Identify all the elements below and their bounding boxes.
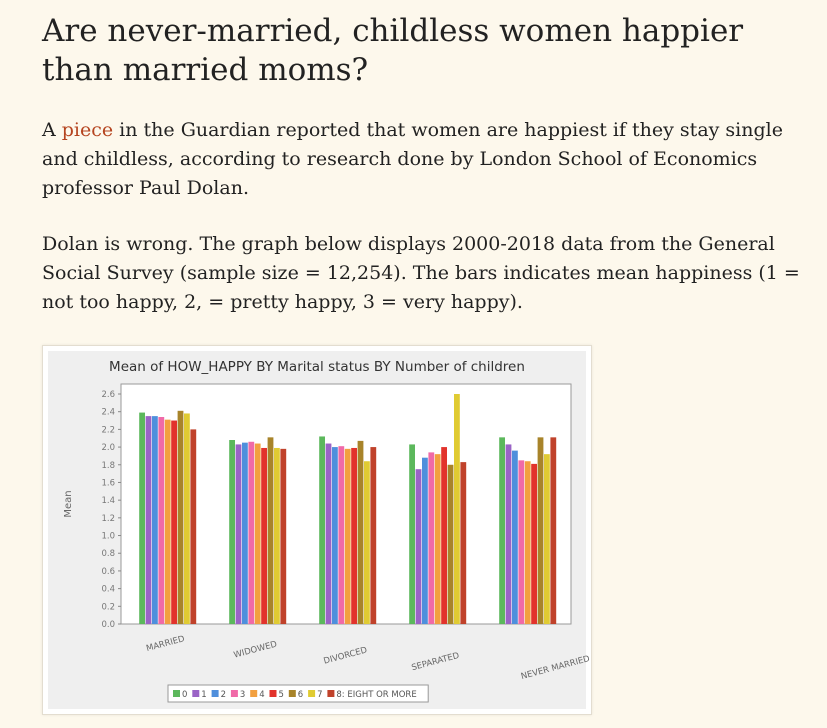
- bar: [544, 454, 550, 624]
- bar: [537, 437, 544, 624]
- bar: [184, 413, 190, 624]
- y-tick-label: 1.4: [101, 496, 115, 506]
- legend-swatch: [173, 690, 180, 697]
- y-tick-label: 0.2: [101, 602, 115, 612]
- analysis-paragraph: Dolan is wrong. The graph below displays…: [42, 233, 800, 313]
- legend-swatch: [230, 690, 238, 697]
- legend-label: 6: [298, 690, 303, 700]
- bar: [229, 440, 235, 624]
- bar: [415, 469, 422, 624]
- bar: [280, 448, 287, 624]
- bar: [274, 447, 280, 624]
- bar: [518, 460, 525, 624]
- chart-card: Mean of HOW_HAPPY BY Marital status BY N…: [42, 345, 592, 715]
- y-axis-label: Mean: [63, 490, 74, 517]
- legend-label: 4: [259, 690, 264, 700]
- intro-text-end: in the Guardian reported that women are …: [42, 119, 783, 199]
- bar: [524, 461, 531, 624]
- bar: [351, 447, 357, 624]
- legend-box: [167, 684, 429, 703]
- legend-swatch: [192, 690, 200, 697]
- bar: [422, 457, 428, 624]
- bar: [550, 437, 557, 624]
- chart-title: Mean of HOW_HAPPY BY Marital status BY N…: [109, 359, 525, 375]
- y-tick-label: 2.0: [101, 443, 115, 453]
- y-tick-label: 1.0: [101, 532, 115, 542]
- legend-label: 8: EIGHT OR MORE: [336, 690, 416, 700]
- bar: [177, 410, 184, 624]
- legend-swatch: [269, 690, 277, 697]
- y-tick-label: 2.4: [101, 408, 115, 418]
- y-tick-label: 0.8: [101, 549, 115, 559]
- bar: [242, 442, 248, 624]
- legend-swatch: [308, 690, 316, 697]
- legend-swatch: [327, 690, 335, 697]
- bar: [441, 447, 447, 624]
- y-tick-label: 2.2: [101, 425, 115, 435]
- page-title: Are never-married, childless women happi…: [42, 13, 744, 88]
- intro-paragraph: A piece in the Guardian reported that wo…: [42, 116, 817, 203]
- legend-label: 0: [182, 690, 187, 700]
- y-tick-label: 0.4: [101, 585, 115, 595]
- bars-group: [139, 394, 557, 624]
- bar: [319, 436, 325, 624]
- bar: [344, 448, 351, 624]
- bar: [338, 446, 345, 624]
- bar: [145, 416, 152, 624]
- y-tick-label: 1.8: [101, 461, 115, 471]
- bar: [248, 441, 255, 624]
- intro-text-start: A: [42, 119, 62, 141]
- bar: [261, 447, 267, 624]
- legend-label: 3: [240, 690, 245, 700]
- y-tick-label: 1.6: [101, 478, 115, 488]
- bar: [158, 417, 165, 624]
- bar: [460, 462, 467, 624]
- y-tick-label: 0.0: [101, 620, 115, 630]
- bar: [364, 461, 370, 624]
- y-tick-label: 2.6: [101, 390, 115, 400]
- bar: [267, 437, 274, 624]
- legend-label: 1: [201, 690, 206, 700]
- bar: [235, 444, 242, 624]
- bar: [254, 443, 261, 624]
- bar: [454, 394, 460, 624]
- legend-swatch: [288, 690, 296, 697]
- bar: [447, 464, 454, 624]
- piece-link[interactable]: piece: [61, 119, 114, 141]
- legend-label: 7: [317, 690, 322, 700]
- bar: [434, 454, 441, 624]
- bar: [505, 444, 512, 624]
- bar: [357, 440, 364, 624]
- legend-label: 5: [279, 690, 284, 700]
- bar: [171, 420, 177, 624]
- legend-swatch: [211, 690, 219, 697]
- legend: 0 1 2 3 4 5 6 7 8: EIGHT OR MORE: [167, 684, 429, 703]
- bar: [164, 419, 171, 624]
- bar: [499, 437, 505, 624]
- bar: [531, 463, 537, 624]
- bar: [152, 416, 158, 624]
- bar: [370, 447, 377, 624]
- bar: [139, 412, 145, 624]
- bar: [428, 452, 435, 624]
- y-tick-label: 0.6: [101, 567, 115, 577]
- bar: [190, 429, 197, 624]
- legend-label: 2: [221, 690, 226, 700]
- legend-swatch: [250, 690, 258, 697]
- bar: [512, 450, 518, 624]
- y-tick-label: 1.2: [101, 514, 115, 524]
- bar: [409, 444, 415, 624]
- y-axis: 0.0 0.2 0.4 0.6 0.8 1.0 1.2 1.4 1.6 1.8 2.0 2.2 2.4 2…: [101, 390, 121, 630]
- bar: [325, 443, 332, 624]
- bar-chart: Mean of HOW_HAPPY BY Marital status BY N…: [48, 351, 591, 709]
- bar: [332, 447, 338, 624]
